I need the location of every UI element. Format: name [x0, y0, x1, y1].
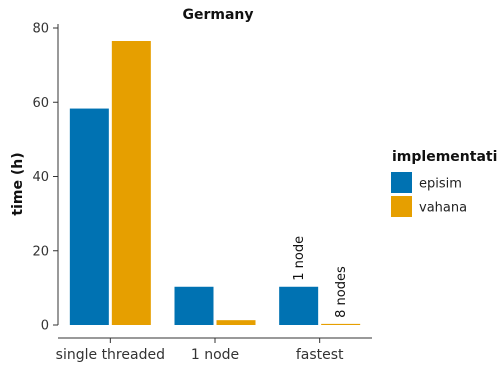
bar-annotation: 8 nodes	[334, 266, 349, 318]
bar-vahana	[321, 323, 361, 325]
bar-episim	[279, 286, 319, 325]
bar-vahana	[111, 40, 151, 326]
legend-label-episim: episim	[419, 177, 462, 192]
bar-vahana	[216, 320, 256, 325]
x-tick-label: 1 node	[191, 347, 239, 363]
bar-episim	[174, 286, 214, 325]
x-tick-label: single threaded	[56, 347, 165, 363]
legend: implementation episim vahana	[391, 149, 498, 217]
chart-title: Germany	[182, 7, 253, 23]
y-axis-title: time (h)	[10, 152, 26, 215]
bar-episim	[69, 108, 109, 325]
x-tick-label: fastest	[296, 347, 344, 363]
legend-swatch-episim	[391, 172, 412, 193]
y-tick-label: 20	[32, 244, 49, 259]
y-tick-label: 40	[32, 170, 49, 185]
plot-area: 0 20 40 60 80 single threaded 1 node fastest 1 n…	[32, 22, 372, 363]
y-tick-label: 60	[32, 96, 49, 111]
legend-title: implementation	[392, 149, 498, 165]
y-tick-label: 0	[41, 319, 49, 334]
legend-swatch-vahana	[391, 196, 412, 217]
legend-label-vahana: vahana	[419, 201, 467, 216]
bar-annotation: 1 node	[292, 236, 307, 281]
y-tick-label: 80	[32, 22, 49, 37]
